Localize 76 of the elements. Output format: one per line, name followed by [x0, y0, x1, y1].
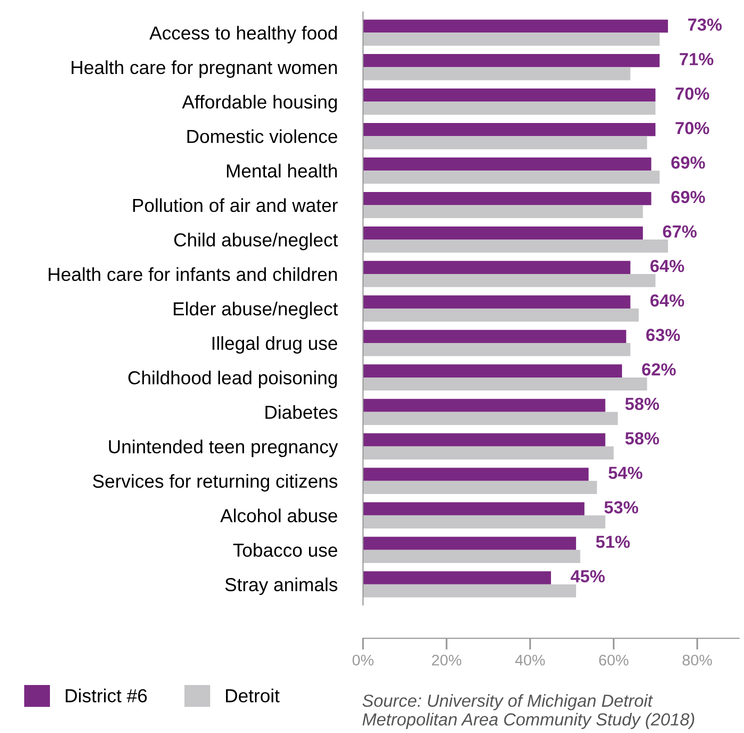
- y-tick-label: Stray animals: [225, 578, 338, 595]
- y-tick-label: Diabetes: [266, 405, 338, 419]
- y-tick-label: Childhood lead poisoning: [128, 370, 337, 388]
- y-tick-label: Health care for infants and children: [48, 267, 337, 281]
- bar: [363, 412, 618, 426]
- bar: [363, 364, 622, 378]
- data-label: 73%: [688, 18, 722, 31]
- data-label: 53%: [604, 501, 638, 514]
- y-tick-label: Alcohol abuse: [220, 508, 338, 522]
- bar: [363, 123, 656, 136]
- y-tick-label: Mental health: [226, 164, 337, 178]
- bar: [363, 295, 630, 308]
- bar: [363, 20, 668, 33]
- y-tick-label: Domestic violence: [187, 129, 338, 144]
- bar: [363, 398, 606, 412]
- bar: [363, 54, 660, 68]
- y-tick-label: Elder abuse/neglect: [174, 302, 338, 320]
- data-label: 71%: [680, 53, 714, 66]
- data-label: 69%: [671, 190, 705, 204]
- data-label: 67%: [662, 225, 697, 238]
- bar: [363, 274, 656, 288]
- data-label: 63%: [646, 328, 680, 342]
- bar: [363, 480, 597, 494]
- bar: [363, 192, 652, 206]
- y-tick-label: Health care for pregnant women: [72, 60, 337, 78]
- legend-label: District #6: [66, 688, 147, 702]
- x-tick-label: 0%: [352, 654, 374, 666]
- legend-label: Detroit: [226, 688, 280, 702]
- data-label: 51%: [596, 536, 630, 548]
- bar: [363, 446, 614, 460]
- x-tick-label: 80%: [682, 654, 712, 666]
- x-tick-label: 60%: [599, 654, 628, 666]
- y-tick-label: Child abuse/neglect: [174, 232, 338, 250]
- bar: [363, 136, 648, 150]
- data-label: 64%: [650, 260, 684, 272]
- bar: [363, 502, 584, 516]
- y-tick-label: Unintended teen pregnancy: [109, 440, 338, 458]
- bar: [363, 32, 660, 46]
- data-label: 64%: [650, 294, 684, 307]
- y-tick-label: Illegal drug use: [212, 336, 338, 354]
- data-label: 54%: [608, 466, 642, 479]
- bar: [363, 515, 606, 528]
- bar: [363, 205, 643, 218]
- data-label: 58%: [625, 432, 660, 445]
- source-note: Source: University of Michigan Detroit Metropolitan Area Community Study (2018): [362, 694, 694, 729]
- x-tick-label: 40%: [515, 654, 545, 666]
- bar: [363, 67, 630, 80]
- data-label: 58%: [625, 398, 660, 410]
- bar: [363, 157, 652, 171]
- bar: [363, 468, 589, 481]
- bar: [363, 308, 639, 322]
- bar: [363, 240, 668, 253]
- bar: [363, 571, 551, 584]
- data-label: 70%: [676, 87, 710, 100]
- y-tick-label: Affordable housing: [182, 94, 337, 112]
- bar: [363, 88, 656, 102]
- bar: [363, 226, 643, 240]
- bar: [363, 102, 656, 115]
- data-label: 70%: [676, 122, 710, 134]
- bar: [363, 260, 630, 274]
- bar: [363, 170, 660, 184]
- y-tick-label: Tobacco use: [233, 543, 338, 557]
- x-tick-label: 20%: [432, 654, 462, 666]
- y-tick-label: Pollution of air and water: [133, 198, 338, 212]
- bar: [363, 433, 606, 446]
- y-tick-label: Access to healthy food: [149, 26, 337, 44]
- bar: [363, 342, 630, 356]
- data-label: 62%: [642, 363, 676, 376]
- bar: [363, 584, 576, 598]
- bar: [363, 536, 576, 550]
- data-label: 45%: [570, 570, 605, 582]
- y-tick-label: Services for returning citizens: [92, 474, 338, 492]
- bar: [363, 330, 626, 343]
- bar: [363, 377, 648, 391]
- bar: [363, 550, 580, 563]
- data-label: 69%: [671, 156, 705, 169]
